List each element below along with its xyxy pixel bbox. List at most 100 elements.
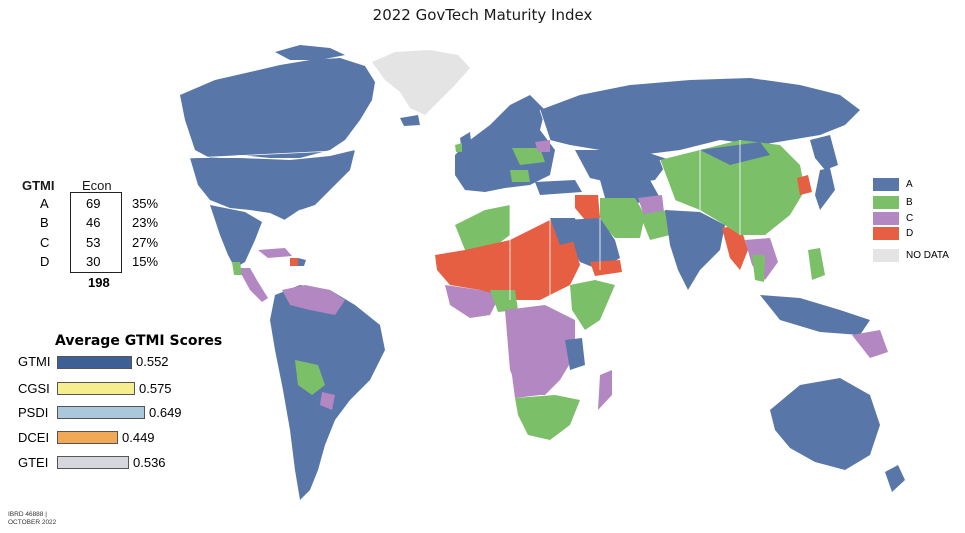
region-venezuela-guianas	[282, 285, 345, 315]
borders	[189, 109, 741, 300]
region-nigeria	[490, 290, 518, 312]
row-class: D	[40, 254, 50, 269]
region-mongolia	[700, 142, 770, 165]
region-horn	[570, 280, 615, 330]
avg-bar-psdi	[57, 406, 145, 419]
region-india	[665, 210, 725, 290]
count-box	[70, 192, 122, 273]
avg-bar-cgsi	[57, 382, 135, 395]
row-pct: 15%	[132, 254, 159, 269]
legend-swatch-a	[873, 178, 899, 191]
region-guatemala	[232, 262, 242, 275]
legend-swatch-d	[873, 227, 899, 240]
map-reference-id: IBRD 46888 |	[8, 511, 47, 518]
region-usa	[190, 150, 355, 220]
legend-label-a: A	[906, 179, 913, 190]
avg-value-dcei: 0.449	[122, 430, 155, 445]
region-uk	[460, 132, 472, 152]
region-china	[660, 140, 805, 235]
region-thailand	[752, 255, 765, 282]
region-belarus	[535, 140, 550, 152]
region-korea	[797, 175, 812, 195]
map-title: 2022 GovTech Maturity Index	[372, 6, 593, 24]
region-turkey	[535, 180, 582, 195]
row-class: A	[40, 196, 49, 211]
region-canada-alaska	[180, 58, 375, 158]
avg-label-gtmi: GTMI	[18, 354, 51, 369]
region-mexico	[210, 205, 262, 268]
region-madagascar	[598, 370, 612, 410]
region-central-america	[238, 268, 268, 302]
region-iraq-syria	[575, 195, 600, 220]
avg-bar-gtei	[57, 456, 129, 469]
region-iceland	[400, 115, 420, 126]
region-iran	[600, 198, 645, 238]
region-ukraine	[512, 148, 545, 165]
region-myanmar-bangladesh	[722, 225, 748, 270]
region-pakistan	[640, 210, 670, 240]
region-sahel	[435, 220, 580, 300]
region-angola	[510, 360, 540, 398]
avg-bar-gtmi	[57, 356, 132, 369]
region-japan	[815, 168, 835, 210]
legend-label-b: B	[906, 197, 913, 208]
legend-swatch-nodata	[873, 249, 899, 262]
region-russia-far-east	[810, 135, 838, 170]
averages-title: Average GTMI Scores	[55, 333, 223, 349]
region-philippines	[808, 248, 825, 280]
legend-label-d: D	[906, 228, 914, 239]
region-new-zealand	[885, 465, 905, 492]
legend-label-c: C	[906, 213, 914, 224]
legend-swatch-c	[873, 212, 899, 225]
region-cuba	[258, 248, 292, 258]
region-southern-africa	[515, 395, 580, 440]
avg-label-dcei: DCEI	[18, 430, 50, 445]
region-europe	[455, 95, 555, 192]
map-reference: IBRD 46888 | OCTOBER 2022	[8, 511, 56, 527]
avg-label-psdi: PSDI	[18, 405, 49, 420]
region-png	[852, 330, 888, 358]
row-count: 30	[86, 254, 101, 269]
region-paraguay	[320, 392, 335, 410]
region-dominican-rep	[298, 258, 306, 266]
table-header-econ: Econ	[82, 178, 112, 193]
avg-label-cgsi: CGSI	[18, 381, 50, 396]
region-haiti	[290, 258, 298, 266]
region-kazakhstan	[575, 150, 670, 185]
region-south-america	[270, 285, 385, 500]
avg-label-gtei: GTEI	[18, 455, 49, 470]
legend-label-nodata: NO DATA	[906, 250, 949, 261]
region-arctic-islands	[275, 45, 345, 60]
row-pct: 23%	[132, 215, 159, 230]
region-russia	[540, 78, 860, 155]
avg-bar-dcei	[57, 431, 118, 444]
row-count: 53	[86, 235, 101, 250]
table-total: 198	[88, 275, 110, 290]
region-malaysia-indonesia	[760, 295, 870, 335]
region-balkans	[510, 170, 530, 182]
region-bolivia	[295, 360, 325, 395]
region-egypt	[550, 218, 580, 245]
region-east-africa	[565, 338, 585, 370]
row-pct: 35%	[132, 196, 159, 211]
avg-value-psdi: 0.649	[149, 405, 182, 420]
row-pct: 27%	[132, 235, 159, 250]
table-header-gtmi: GTMI	[22, 178, 55, 193]
row-count: 46	[86, 215, 101, 230]
region-yemen	[590, 260, 622, 276]
region-greenland	[372, 50, 470, 115]
legend-swatch-b	[873, 196, 899, 209]
region-ireland	[455, 143, 462, 152]
row-class: B	[40, 215, 49, 230]
avg-value-gtmi: 0.552	[136, 354, 169, 369]
row-count: 69	[86, 196, 101, 211]
region-west-africa	[445, 285, 500, 318]
row-class: C	[40, 235, 50, 250]
map-reference-date: OCTOBER 2022	[8, 519, 57, 526]
avg-value-gtei: 0.536	[133, 455, 166, 470]
region-australia	[770, 378, 880, 470]
region-north-africa-west	[455, 205, 510, 250]
region-saudi	[565, 218, 620, 270]
avg-value-cgsi: 0.575	[139, 381, 172, 396]
